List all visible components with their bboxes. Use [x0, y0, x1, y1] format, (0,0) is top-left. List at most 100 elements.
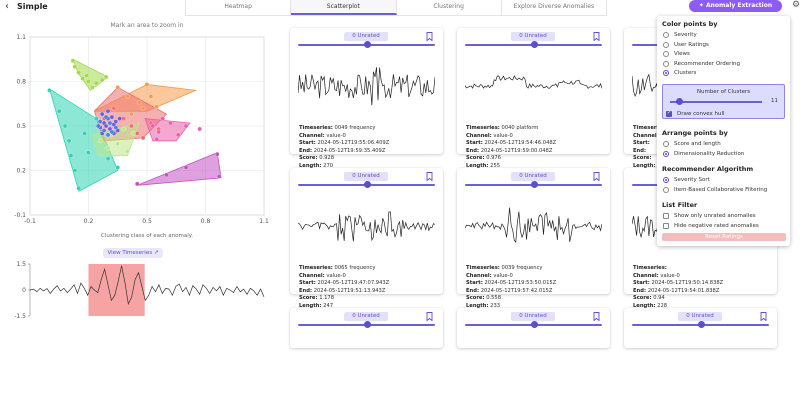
rating-slider-thumb[interactable] — [531, 181, 539, 188]
tab-clustering[interactable]: Clustering — [397, 0, 502, 15]
scatter-point[interactable] — [214, 151, 220, 157]
scatter-point[interactable] — [62, 123, 68, 129]
scatter-point[interactable] — [154, 104, 159, 109]
tab-explore-diverse-anomalies[interactable]: Explore Diverse Anomalies — [513, 3, 595, 10]
scatter-point[interactable] — [84, 73, 89, 78]
color-option-views[interactable]: Views — [663, 50, 690, 58]
anomaly-card[interactable]: 0 Unrated — [624, 308, 777, 348]
scatter-point[interactable] — [134, 131, 140, 136]
radio-icon[interactable] — [663, 60, 669, 67]
arrange-option-dimensionality-reduction[interactable]: Dimensionality Reduction — [663, 150, 744, 158]
scatter-point[interactable] — [86, 79, 91, 84]
scatter-point[interactable] — [80, 76, 85, 81]
scatter-point[interactable] — [103, 114, 109, 120]
selected-range-highlight[interactable] — [88, 264, 145, 316]
radio-selected-icon[interactable] — [663, 70, 669, 76]
scatter-point[interactable] — [115, 85, 121, 90]
scatter-point[interactable] — [125, 148, 130, 154]
filter-option-unrated[interactable]: Show only unrated anomalies — [663, 212, 756, 220]
scatter-point[interactable] — [97, 138, 103, 144]
radio-icon[interactable] — [663, 51, 669, 57]
scatter-point[interactable] — [86, 150, 91, 155]
view-timeseries-button[interactable]: View Timeseries ↗ — [103, 248, 163, 258]
timeseries-preview-chart[interactable]: 1.5 0 -1.5 — [0, 260, 275, 320]
arrange-option-score-length[interactable]: Score and length — [663, 140, 721, 148]
scatter-point[interactable] — [148, 94, 154, 99]
scatter-point[interactable] — [168, 120, 173, 126]
rating-slider-thumb[interactable] — [364, 41, 372, 48]
scatter-point[interactable] — [96, 123, 101, 129]
timeseries-sparkline[interactable] — [298, 190, 435, 260]
bookmark-icon[interactable] — [426, 312, 433, 321]
bookmark-icon[interactable] — [593, 172, 600, 181]
scatter-point[interactable] — [90, 85, 95, 90]
scatter-point[interactable] — [164, 172, 169, 178]
radio-icon[interactable] — [663, 187, 669, 193]
color-option-clusters[interactable]: Clusters — [663, 69, 696, 77]
rating-slider-thumb[interactable] — [698, 321, 706, 328]
radio-icon[interactable] — [663, 41, 669, 48]
scatter-point[interactable] — [94, 80, 99, 86]
scatter-point[interactable] — [109, 129, 115, 135]
scatter-point[interactable] — [113, 125, 119, 130]
scatter-point[interactable] — [121, 116, 126, 121]
radio-selected-icon[interactable] — [663, 151, 669, 157]
scatter-point[interactable] — [57, 108, 62, 114]
bookmark-icon[interactable] — [426, 32, 433, 41]
timeseries-sparkline[interactable] — [298, 50, 435, 120]
checkbox-icon[interactable] — [663, 223, 669, 229]
scatter-point[interactable] — [121, 126, 126, 132]
scatter-point[interactable] — [111, 105, 117, 111]
scatter-point[interactable] — [160, 116, 165, 121]
scatter-point[interactable] — [103, 74, 109, 80]
scatter-point[interactable] — [117, 116, 122, 121]
chevron-left-icon[interactable]: ‹ — [5, 1, 9, 12]
scatter-point[interactable] — [72, 168, 78, 173]
scatter-point[interactable] — [131, 131, 136, 136]
scatter-point[interactable] — [82, 131, 87, 136]
scatter-point[interactable] — [107, 120, 113, 126]
color-option-severity[interactable]: Severity — [663, 31, 697, 39]
scatter-point[interactable] — [99, 111, 105, 117]
gear-icon[interactable]: ⚙ — [792, 0, 800, 10]
tab-heatmap[interactable]: Heatmap — [186, 0, 292, 15]
clusters-slider-track[interactable] — [670, 101, 762, 103]
scatter-point[interactable] — [105, 146, 111, 151]
bookmark-icon[interactable] — [593, 32, 600, 41]
scatter-point[interactable] — [113, 119, 119, 124]
scatter-point[interactable] — [175, 132, 181, 138]
scatter-point[interactable] — [68, 153, 74, 158]
radio-icon[interactable] — [663, 141, 669, 147]
scatter-point[interactable] — [70, 58, 76, 63]
recommender-option-collaborative-filtering[interactable]: Item-Based Collaborative Filtering — [663, 186, 767, 194]
radio-icon[interactable] — [663, 32, 669, 38]
scatter-point[interactable] — [140, 105, 146, 111]
scatter-point[interactable] — [129, 123, 134, 129]
scatter-point[interactable] — [129, 111, 134, 117]
anomaly-card[interactable]: 0 Unrated Timeseries: 0039 frequency Chann… — [457, 168, 610, 309]
scatter-point[interactable] — [154, 137, 159, 142]
anomaly-card[interactable]: 0 Unrated Timeseries: 0049 frequency Chann… — [290, 28, 443, 169]
filter-option-hide-negative[interactable]: Hide negative rated anomalies — [663, 222, 759, 230]
scatter-point[interactable] — [76, 70, 82, 75]
scatter-point[interactable] — [183, 123, 189, 129]
scatter-point[interactable] — [216, 174, 222, 179]
scatter-point[interactable] — [105, 108, 111, 114]
anomaly-card[interactable]: 0 Unrated Timeseries: 0040 platform Channe… — [457, 28, 610, 169]
anomaly-card[interactable]: 0 Unrated — [457, 308, 610, 348]
clusters-slider-thumb[interactable] — [675, 98, 683, 105]
checkbox-icon[interactable] — [663, 213, 669, 219]
scatter-point[interactable] — [125, 94, 130, 99]
color-option-recommender-ordering[interactable]: Recommender Ordering — [663, 60, 740, 68]
scatter-point[interactable] — [134, 181, 140, 187]
bookmark-icon[interactable] — [760, 312, 767, 321]
anomaly-card[interactable]: 0 Unrated — [290, 308, 443, 348]
scatter-point[interactable] — [66, 138, 72, 144]
scatter-point[interactable] — [109, 114, 115, 120]
timeseries-sparkline[interactable] — [465, 190, 602, 260]
bookmark-icon[interactable] — [426, 172, 433, 181]
scatter-point[interactable] — [99, 77, 105, 83]
scatter-point[interactable] — [47, 88, 52, 93]
scatter-point[interactable] — [115, 165, 121, 170]
scatter-point[interactable] — [72, 64, 78, 69]
